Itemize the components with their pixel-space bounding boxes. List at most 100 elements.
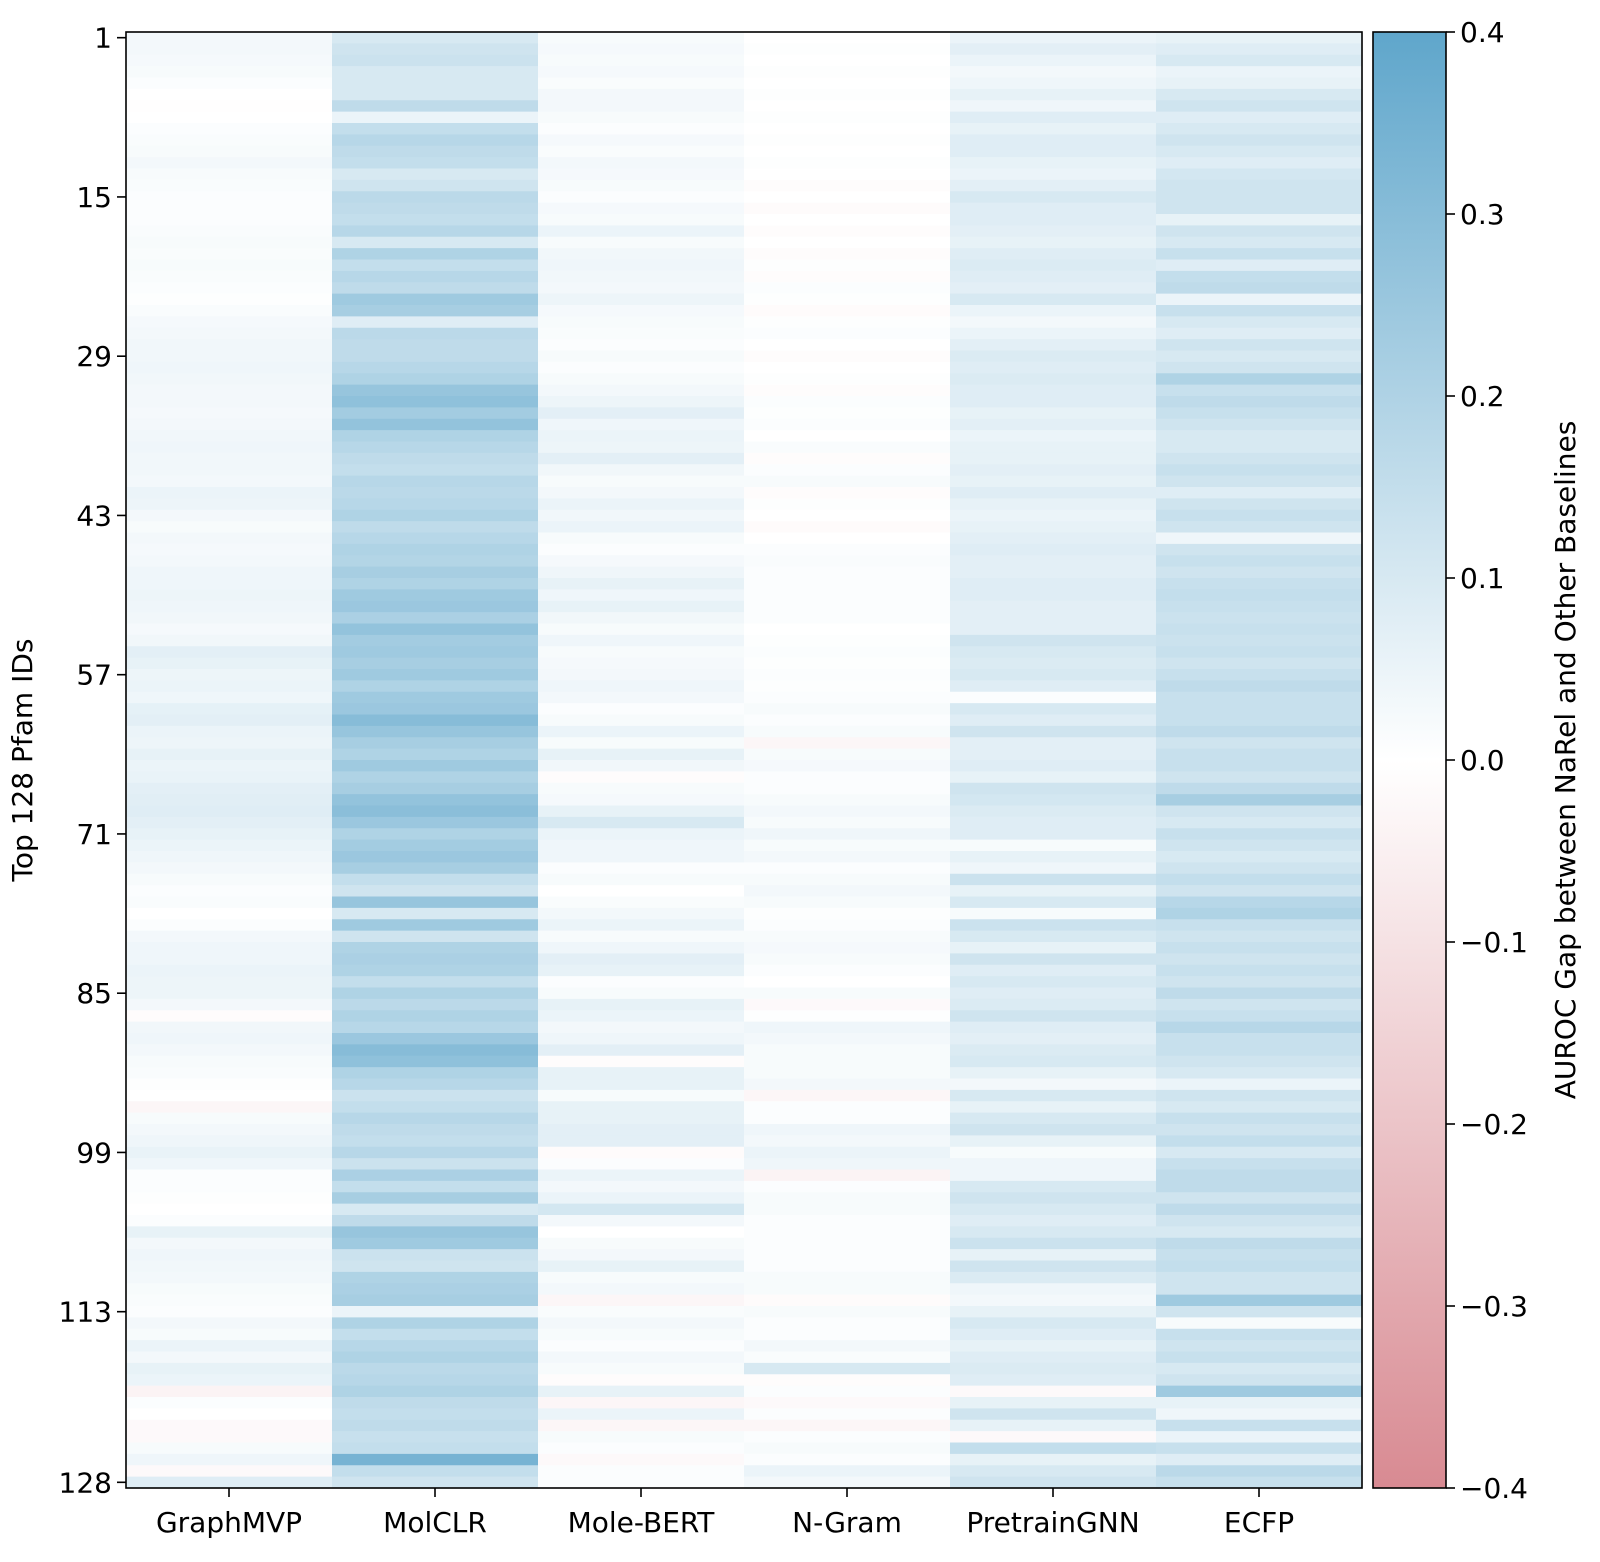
heatmap-cell: [950, 646, 1157, 659]
heatmap-cell: [744, 339, 951, 352]
heatmap-cell: [1156, 1010, 1363, 1023]
heatmap-cell: [1156, 305, 1363, 317]
heatmap-cell: [332, 737, 539, 750]
heatmap-cell: [126, 305, 333, 317]
heatmap-cell: [1156, 441, 1363, 454]
heatmap-cell: [950, 669, 1157, 681]
heatmap-cell: [538, 1431, 745, 1444]
heatmap-cell: [538, 111, 745, 124]
heatmap-cell: [332, 1203, 539, 1216]
heatmap-cell: [744, 350, 951, 363]
heatmap-cell: [1156, 1158, 1363, 1171]
heatmap-cell: [1156, 316, 1363, 329]
heatmap-cell: [126, 1044, 333, 1057]
heatmap-cell: [126, 1385, 333, 1398]
heatmap-cell: [950, 1021, 1157, 1034]
heatmap-cell: [126, 1237, 333, 1250]
heatmap-cell: [126, 441, 333, 454]
heatmap-cell: [332, 418, 539, 431]
heatmap-cell: [126, 885, 333, 898]
heatmap-cell: [332, 66, 539, 79]
heatmap-cell: [950, 54, 1157, 67]
heatmap-cell: [538, 873, 745, 886]
heatmap-cell: [744, 691, 951, 704]
heatmap-cell: [538, 384, 745, 397]
heatmap-cell: [950, 43, 1157, 56]
heatmap-cell: [1156, 1124, 1363, 1136]
heatmap-cell: [950, 66, 1157, 79]
heatmap-cell: [126, 509, 333, 522]
heatmap-cell: [950, 1340, 1157, 1353]
heatmap-cell: [950, 1203, 1157, 1216]
heatmap-cell: [744, 1294, 951, 1307]
heatmap-cell: [332, 1169, 539, 1182]
heatmap-cell: [744, 703, 951, 716]
heatmap-cell: [538, 498, 745, 511]
heatmap-cell: [126, 646, 333, 659]
heatmap-cell: [332, 680, 539, 693]
heatmap-cell: [1156, 1419, 1363, 1432]
heatmap-cell: [332, 1237, 539, 1250]
heatmap-cell: [126, 612, 333, 625]
heatmap-cell: [126, 396, 333, 408]
heatmap-cell: [1156, 418, 1363, 431]
heatmap-cell: [950, 976, 1157, 989]
heatmap-cell: [744, 1055, 951, 1068]
heatmap-cell: [538, 771, 745, 784]
heatmap-cell: [332, 464, 539, 477]
heatmap-cell: [744, 1112, 951, 1125]
heatmap-cell: [332, 1260, 539, 1273]
heatmap-cell: [950, 111, 1157, 124]
heatmap-cell: [1156, 1362, 1363, 1375]
heatmap-cell: [950, 771, 1157, 784]
heatmap-cell: [332, 555, 539, 568]
heatmap-cell: [332, 794, 539, 807]
y-tick-label: 57: [76, 659, 112, 692]
heatmap-cell: [950, 942, 1157, 954]
heatmap-cell: [126, 521, 333, 534]
heatmap-cell: [332, 54, 539, 67]
heatmap-cell: [1156, 589, 1363, 602]
heatmap-cell: [1156, 1442, 1363, 1455]
heatmap-cell: [1156, 123, 1363, 135]
heatmap-cell: [126, 54, 333, 67]
heatmap-cell: [538, 566, 745, 579]
heatmap-cell: [1156, 771, 1363, 784]
heatmap-cell: [950, 600, 1157, 613]
heatmap-cell: [126, 236, 333, 249]
heatmap-cell: [950, 680, 1157, 693]
heatmap-cell: [950, 1010, 1157, 1023]
heatmap-cell: [950, 657, 1157, 670]
colorbar-tick-label: −0.1: [1460, 926, 1528, 959]
heatmap-cell: [744, 1158, 951, 1171]
heatmap-cell: [332, 1180, 539, 1193]
heatmap-cell: [950, 1067, 1157, 1080]
heatmap-cell: [950, 816, 1157, 829]
heatmap-cell: [126, 1226, 333, 1239]
heatmap-cell: [126, 168, 333, 181]
heatmap-cell: [332, 1397, 539, 1409]
heatmap-cell: [744, 396, 951, 408]
heatmap-cell: [1156, 248, 1363, 261]
heatmap-cell: [744, 680, 951, 693]
y-tick-label: 43: [76, 499, 112, 532]
heatmap-cell: [538, 1408, 745, 1421]
heatmap-cell: [538, 236, 745, 249]
heatmap-cell: [744, 1465, 951, 1478]
heatmap-cell: [332, 396, 539, 408]
heatmap-cell: [126, 145, 333, 158]
heatmap-cell: [1156, 942, 1363, 954]
heatmap-cell: [126, 487, 333, 499]
heatmap-cell: [1156, 168, 1363, 181]
heatmap-cell: [1156, 452, 1363, 465]
heatmap-cell: [744, 1362, 951, 1375]
heatmap-cell: [332, 498, 539, 511]
heatmap-cell: [538, 88, 745, 101]
heatmap-cell: [1156, 532, 1363, 545]
heatmap-cell: [950, 760, 1157, 772]
heatmap-cell: [538, 202, 745, 215]
heatmap-cell: [332, 1476, 539, 1489]
heatmap-cell: [1156, 862, 1363, 875]
heatmap-cell: [1156, 760, 1363, 772]
heatmap-cell: [744, 259, 951, 272]
